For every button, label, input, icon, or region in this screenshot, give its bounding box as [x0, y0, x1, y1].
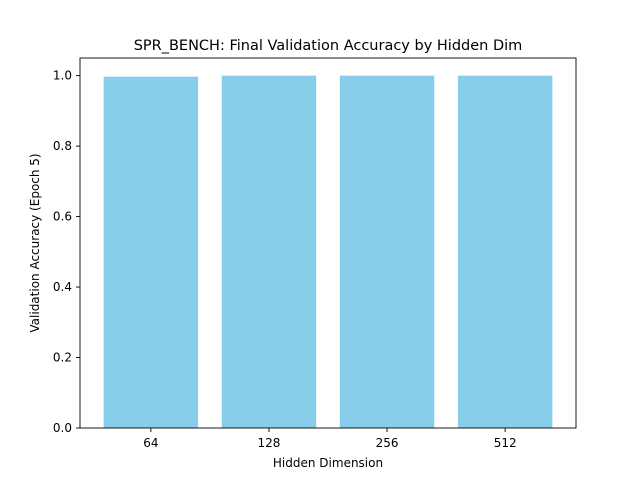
y-tick-label-0.0: 0.0: [53, 421, 72, 435]
bar-128: [221, 75, 317, 428]
y-tick-label-1.0: 1.0: [53, 69, 72, 83]
x-tick-label-512: 512: [494, 436, 517, 450]
y-tick-label-0.4: 0.4: [53, 280, 72, 294]
bar-64: [103, 76, 199, 428]
bar-512: [457, 75, 553, 428]
axes-layer: [79, 57, 577, 429]
plot-frame: [79, 57, 577, 429]
x-tick-label-128: 128: [257, 436, 280, 450]
y-axis-label: Validation Accuracy (Epoch 5): [28, 153, 42, 332]
y-tick-label-0.8: 0.8: [53, 139, 72, 153]
bar-256: [339, 75, 435, 428]
chart-title: SPR_BENCH: Final Validation Accuracy by …: [134, 38, 523, 54]
bars-layer: [103, 75, 553, 428]
ticks-layer: 64 128 256 512 0.0 0.2 0.4 0.6 0.8 1.0: [53, 69, 517, 450]
y-tick-label-0.6: 0.6: [53, 210, 72, 224]
x-tick-label-256: 256: [376, 436, 399, 450]
y-tick-label-0.2: 0.2: [53, 351, 72, 365]
x-tick-label-64: 64: [143, 436, 158, 450]
x-axis-label: Hidden Dimension: [273, 456, 383, 470]
